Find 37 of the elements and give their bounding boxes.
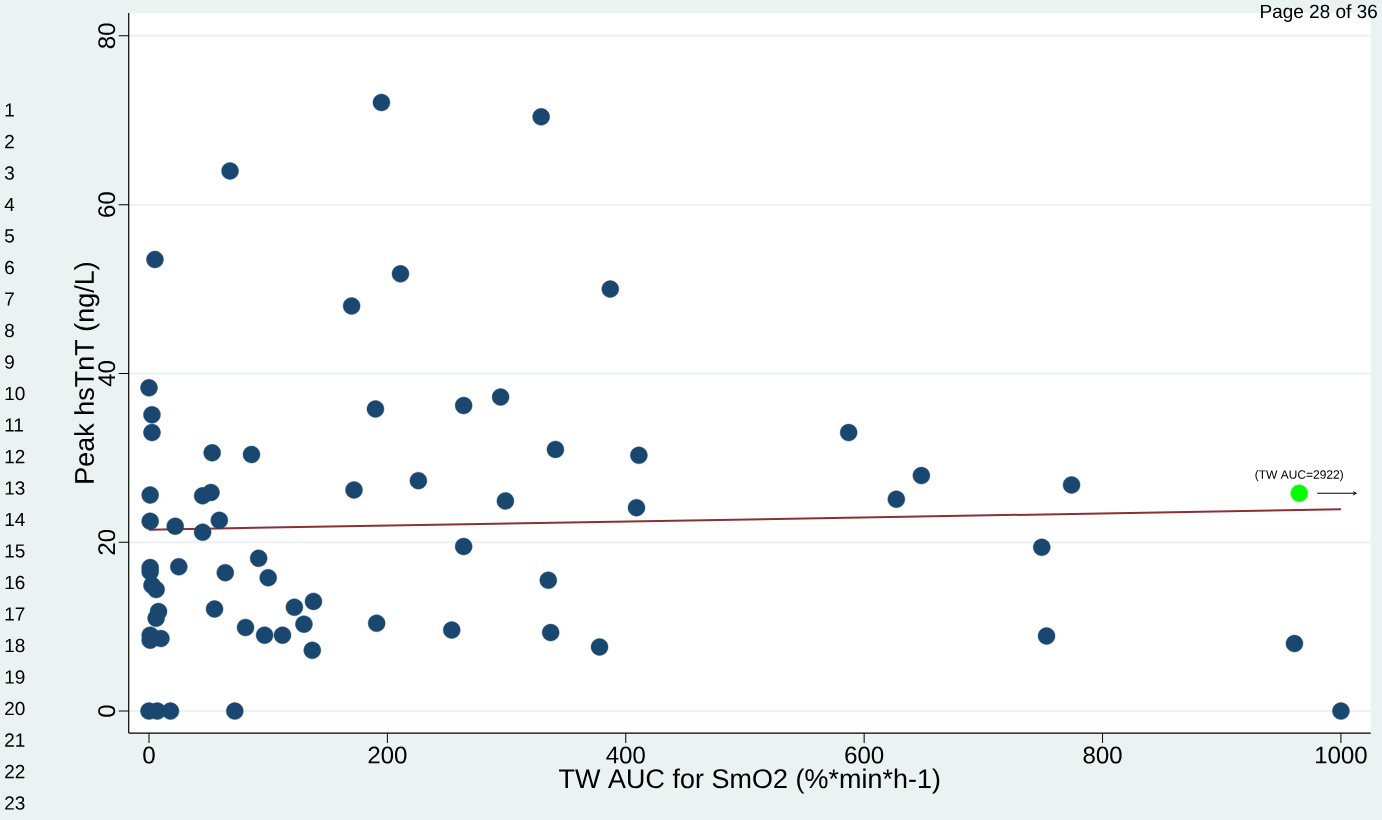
text: 10 [5,386,25,401]
text: 19 [5,670,25,684]
x-tick-label: 600 [845,746,884,764]
text: 8 [5,323,14,338]
text: 17 [5,607,25,621]
text: 6 [5,260,14,275]
text: 1 [5,103,14,117]
text: 22 [5,764,25,779]
x-tick-label: 400 [606,746,645,764]
text: 21 [5,733,25,747]
text: 13 [5,481,25,495]
y-tick-label: 0 [98,705,116,717]
annotation: Page 28 of 36 [1261,4,1377,22]
x-tick-label: 800 [1083,746,1122,764]
text: 23 [5,796,25,810]
text: 18 [5,638,25,653]
annotation: (TW AUC=2922) [1255,469,1343,482]
text: 4 [4,197,15,212]
text: 9 [5,355,14,369]
x-tick-label: 0 [143,746,155,764]
text: 5 [4,229,14,243]
y-tick-label: 20 [98,529,116,555]
text: 15 [5,544,25,558]
y-tick-label: 40 [98,361,116,387]
x-tick-label: 200 [368,746,407,764]
text: 14 [5,512,25,527]
y-tick-label: 60 [98,192,116,217]
text: 2 [5,134,14,149]
y-tick-label: 80 [98,23,116,49]
text: 11 [5,418,23,432]
text: 16 [5,575,25,590]
text: 20 [5,701,25,716]
x-axis-title: TW AUC for SmO2 (%*min*h-1) [559,768,940,794]
text: 3 [4,166,14,180]
text: 7 [5,292,14,306]
text: 12 [5,449,25,464]
x-tick-label: 1000 [1316,746,1367,764]
